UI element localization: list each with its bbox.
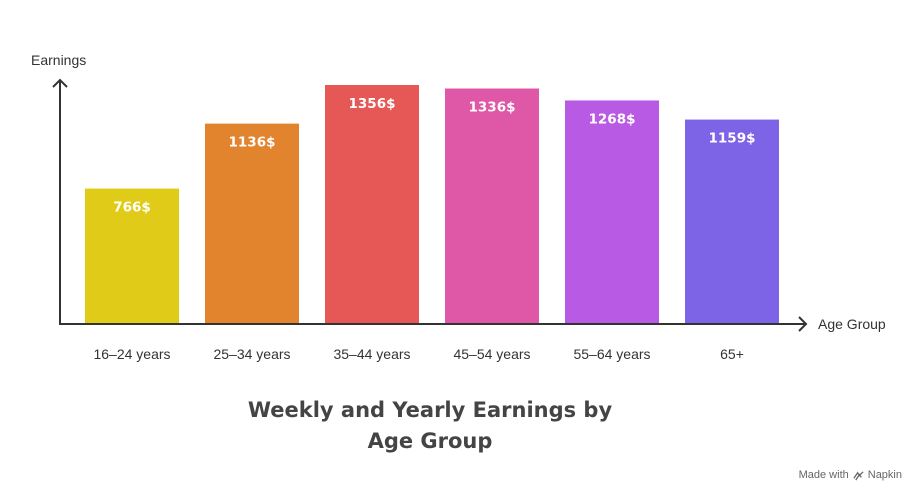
bar-0 xyxy=(85,188,179,323)
made-with-napkin-watermark: Made with Napkin xyxy=(799,469,902,481)
bar-value-label-3: 1336$ xyxy=(469,100,516,116)
x-axis-arrow-icon xyxy=(798,316,808,332)
watermark-brand: Napkin xyxy=(867,469,902,481)
watermark-prefix: Made with xyxy=(798,469,849,481)
x-axis-label: Age Group xyxy=(818,316,886,332)
x-tick-label-5: 65+ xyxy=(720,346,744,362)
bar-3 xyxy=(445,88,539,324)
chart-title: Weekly and Yearly Earnings by Age Group xyxy=(247,398,613,453)
x-tick-label-4: 55–64 years xyxy=(573,346,650,362)
x-tick-label-2: 35–44 years xyxy=(333,346,410,362)
bar-value-label-1: 1136$ xyxy=(229,135,276,151)
bar-value-label-2: 1356$ xyxy=(349,96,396,112)
x-tick-label-3: 45–54 years xyxy=(453,346,530,362)
bar-value-label-0: 766$ xyxy=(113,200,151,216)
napkin-logo-icon xyxy=(853,470,864,480)
x-tick-labels-group: 16–24 years 25–34 years 35–44 years 45–54 y… xyxy=(93,346,743,362)
x-tick-label-0: 16–24 years xyxy=(93,346,170,362)
bar-2 xyxy=(325,85,419,323)
y-axis-arrow-icon xyxy=(52,78,68,88)
bar-4 xyxy=(565,100,659,323)
y-axis-label: Earnings xyxy=(31,52,86,68)
bar-value-label-5: 1159$ xyxy=(709,131,756,147)
bar-5 xyxy=(685,119,779,324)
axes-group: Earnings Age Group xyxy=(31,52,886,332)
bar-1 xyxy=(205,123,299,323)
bars-group xyxy=(85,85,779,324)
bar-value-label-4: 1268$ xyxy=(589,111,636,127)
x-tick-label-1: 25–34 years xyxy=(213,346,290,362)
value-labels-group: 766$ 1136$ 1356$ 1336$ 1268$ 1159$ xyxy=(113,96,755,216)
